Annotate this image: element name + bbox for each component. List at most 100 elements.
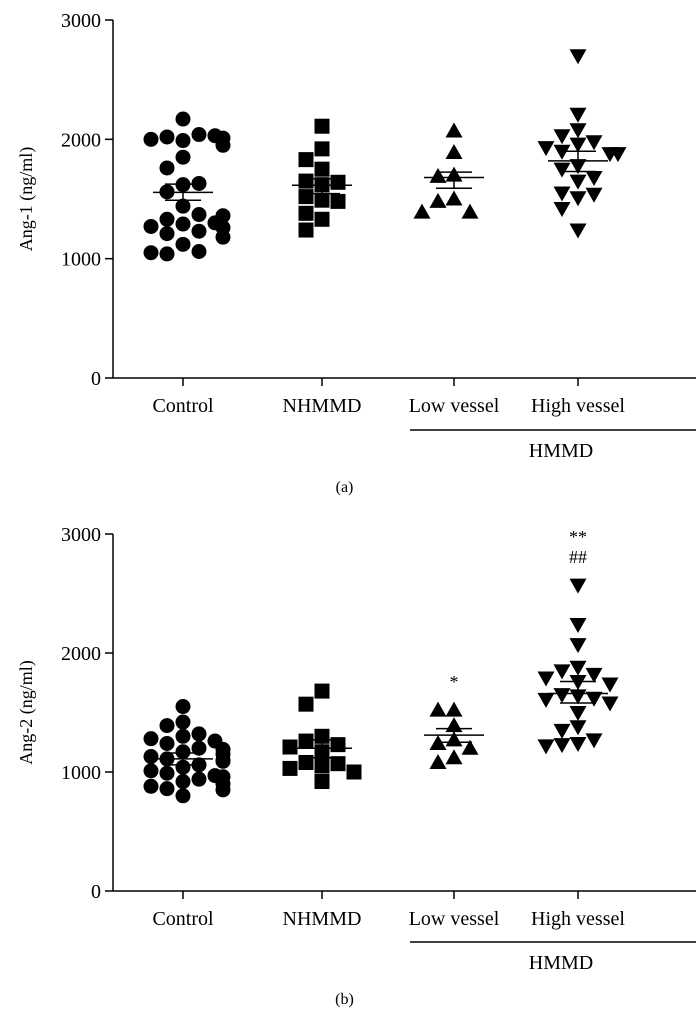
- data-point: [569, 736, 587, 752]
- data-point: [314, 758, 330, 774]
- data-point: [445, 701, 463, 717]
- chart-panel: 0 1000 2000 3000 Ang-1 (ng/ml) Control NHMMD Lo…: [16, 10, 696, 496]
- data-point: [298, 205, 314, 221]
- data-point: [175, 788, 191, 804]
- data-point: [159, 718, 175, 734]
- data-point: [585, 691, 603, 707]
- y-tick-label: 0: [91, 881, 101, 903]
- data-point: [298, 222, 314, 238]
- data-point: [143, 778, 159, 794]
- series-high-vessel: [537, 578, 619, 755]
- data-point: [569, 191, 587, 207]
- data-point: [429, 701, 447, 717]
- y-tick-label: 3000: [61, 524, 101, 546]
- data-point: [569, 137, 587, 153]
- x-tick-label: High vessel: [531, 908, 625, 930]
- data-point: [175, 759, 191, 775]
- data-point: [330, 174, 346, 190]
- y-axis-title: Ang-1 (ng/ml): [16, 147, 37, 251]
- data-point: [314, 774, 330, 790]
- data-point: [191, 207, 207, 223]
- data-point: [175, 111, 191, 127]
- data-point: [215, 137, 231, 153]
- data-point: [314, 192, 330, 208]
- data-point: [429, 192, 447, 208]
- data-point: [298, 152, 314, 168]
- data-point: [159, 735, 175, 751]
- data-point: [298, 189, 314, 205]
- data-point: [314, 161, 330, 177]
- data-point: [159, 781, 175, 797]
- data-point: [429, 753, 447, 769]
- panel-label: (a): [336, 479, 354, 496]
- chart-panel: 0 1000 2000 3000 Ang-2 (ng/ml) Control NHMMD Lo…: [16, 524, 696, 1008]
- data-point: [445, 190, 463, 206]
- series-high-vessel: [537, 49, 627, 239]
- data-point: [553, 129, 571, 145]
- data-point: [215, 782, 231, 798]
- data-point: [601, 696, 619, 712]
- y-tick-label: 2000: [61, 643, 101, 665]
- data-point: [175, 149, 191, 165]
- data-point: [215, 208, 231, 224]
- data-point: [413, 203, 431, 219]
- series-low-vessel: [413, 122, 484, 219]
- data-point: [191, 127, 207, 143]
- data-point: [175, 774, 191, 790]
- data-point: [537, 141, 555, 157]
- data-point: [282, 760, 298, 776]
- data-point: [175, 699, 191, 715]
- data-point: [553, 186, 571, 202]
- data-point: [585, 187, 603, 203]
- data-point: [191, 726, 207, 742]
- data-point: [191, 771, 207, 787]
- data-point: [175, 236, 191, 252]
- data-point: [159, 211, 175, 227]
- significance-mark: ##: [569, 547, 587, 567]
- x-tick-label: Control: [152, 395, 214, 417]
- data-point: [569, 174, 587, 190]
- data-point: [175, 216, 191, 232]
- y-tick-label: 2000: [61, 129, 101, 151]
- data-point: [298, 173, 314, 189]
- series-control: [143, 699, 231, 804]
- data-point: [569, 706, 587, 721]
- data-point: [159, 160, 175, 176]
- series-control: [143, 111, 231, 262]
- data-point: [191, 244, 207, 260]
- data-point: [215, 746, 231, 762]
- data-point: [298, 696, 314, 712]
- data-point: [143, 731, 159, 747]
- data-point: [585, 667, 603, 683]
- data-point: [461, 739, 479, 755]
- data-point: [215, 229, 231, 245]
- data-point: [191, 223, 207, 239]
- data-point: [298, 754, 314, 770]
- data-point: [143, 218, 159, 234]
- data-point: [585, 733, 603, 749]
- data-point: [569, 107, 587, 123]
- x-tick-label: NHMMD: [283, 908, 362, 930]
- data-point: [553, 688, 571, 704]
- data-point: [314, 683, 330, 699]
- data-point: [159, 129, 175, 145]
- data-point: [569, 660, 587, 676]
- x-tick-label: NHMMD: [283, 395, 362, 417]
- data-point: [601, 677, 619, 693]
- data-point: [537, 692, 555, 708]
- data-point: [175, 728, 191, 744]
- significance-mark: **: [569, 527, 587, 547]
- data-point: [175, 714, 191, 730]
- data-point: [175, 198, 191, 214]
- panel-label: (b): [335, 991, 354, 1008]
- data-point: [346, 764, 362, 780]
- data-point: [461, 203, 479, 219]
- data-point: [159, 765, 175, 781]
- series-low-vessel: [424, 701, 484, 769]
- data-point: [445, 122, 463, 138]
- data-point: [314, 118, 330, 134]
- x-tick-label: Low vessel: [409, 395, 500, 417]
- data-point: [143, 763, 159, 779]
- data-point: [585, 171, 603, 187]
